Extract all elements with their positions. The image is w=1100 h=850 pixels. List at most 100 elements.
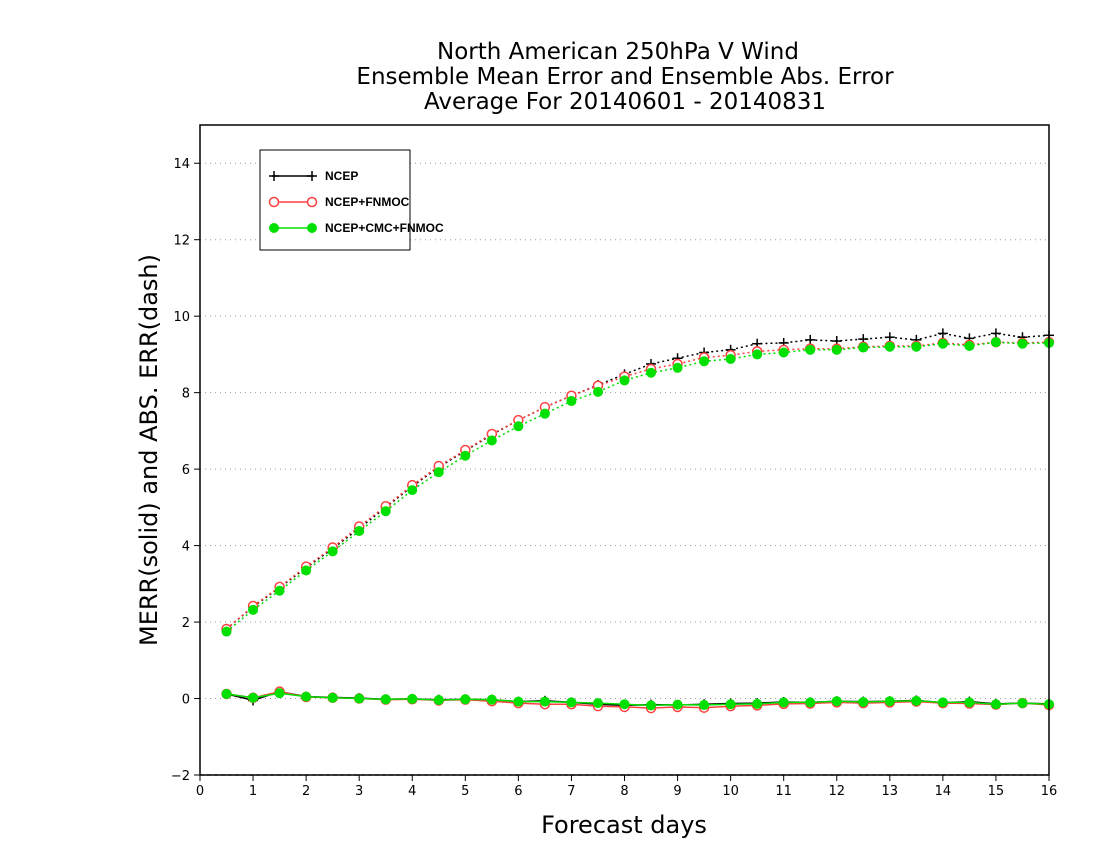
- ncep-cmc-fnmoc-merr-point: [274, 688, 285, 699]
- x-tick-label: 0: [196, 784, 204, 799]
- ncep-cmc-fnmoc-abserr-point: [486, 435, 497, 446]
- chart-title: North American 250hPa V Wind Ensemble Me…: [356, 39, 894, 115]
- ncep-cmc-fnmoc-merr-point: [911, 695, 922, 706]
- ncep-cmc-fnmoc-abserr-point: [566, 396, 577, 407]
- legend-label-ncep-cmc-fnmoc: NCEP+CMC+FNMOC: [325, 221, 444, 235]
- ncep-abserr-point: [805, 334, 816, 345]
- x-tick-label: 1: [249, 784, 257, 799]
- legend-marker-ncep: [269, 171, 279, 181]
- y-axis-label: MERR(solid) and ABS. ERR(dash): [135, 254, 163, 646]
- ncep-cmc-fnmoc-abserr-point: [301, 565, 312, 576]
- ncep-cmc-fnmoc-abserr-point: [937, 338, 948, 349]
- legend-marker-ncep-cmc-fnmoc: [269, 223, 279, 233]
- x-tick-label: 7: [567, 784, 575, 799]
- x-tick-label: 14: [935, 784, 952, 799]
- ncep-cmc-fnmoc-merr-point: [990, 699, 1001, 710]
- ncep-cmc-fnmoc-merr-line: [226, 692, 1050, 707]
- ncep-cmc-fnmoc-abserr-point: [964, 341, 975, 351]
- ncep-cmc-fnmoc-merr-point: [460, 694, 471, 705]
- ncep-cmc-fnmoc-merr-point: [646, 700, 657, 711]
- y-tick-label: 0: [182, 693, 190, 708]
- ncep-cmc-fnmoc-abserr-point: [433, 467, 444, 478]
- x-tick-label: 2: [302, 784, 310, 799]
- ncep-cmc-fnmoc-abserr-point: [380, 506, 391, 517]
- x-tick-label: 4: [408, 784, 416, 799]
- ncep-cmc-fnmoc-abserr-point: [699, 356, 710, 367]
- ncep-cmc-fnmoc-merr-point: [592, 698, 603, 709]
- ncep-cmc-fnmoc-abserr-point: [460, 450, 471, 461]
- ncep-cmc-fnmoc-merr-point: [672, 699, 683, 710]
- ncep-cmc-fnmoc-abserr-point: [752, 349, 763, 360]
- ncep-abserr-line: [226, 332, 1050, 630]
- ncep-cmc-fnmoc-abserr-point: [646, 367, 657, 378]
- ncep-cmc-fnmoc-abserr-point: [831, 344, 842, 355]
- ncep-cmc-fnmoc-merr-point: [221, 688, 232, 699]
- ncep-cmc-fnmoc-abserr-point: [274, 585, 285, 596]
- ncep-cmc-fnmoc-abserr-point: [990, 337, 1001, 348]
- ncep-cmc-fnmoc-merr-point: [301, 691, 312, 702]
- ncep-cmc-fnmoc-merr-point: [805, 697, 816, 708]
- ncep-cmc-fnmoc-merr-point: [964, 697, 975, 708]
- legend-label-ncep: NCEP: [325, 169, 358, 183]
- ncep-cmc-fnmoc-merr-point: [752, 698, 763, 709]
- ncep-cmc-fnmoc-abserr-point: [858, 342, 869, 353]
- ncep-cmc-fnmoc-merr-point: [884, 696, 895, 707]
- ncep-cmc-fnmoc-abserr-point: [884, 341, 895, 352]
- ncep-cmc-fnmoc-merr-point: [380, 694, 391, 705]
- ncep-cmc-fnmoc-abserr-point: [1017, 338, 1028, 349]
- ncep-cmc-fnmoc-abserr-point: [539, 408, 550, 419]
- ncep-cmc-fnmoc-merr-point: [513, 696, 524, 707]
- ncep-cmc-fnmoc-merr-point: [1017, 698, 1028, 709]
- x-axis-label: Forecast days: [541, 811, 707, 839]
- ncep-abserr-point: [884, 332, 895, 343]
- series-lines: [221, 328, 1055, 714]
- ncep-cmc-fnmoc-abserr-point: [248, 604, 259, 615]
- ncep-cmc-fnmoc-abserr-point: [327, 546, 338, 557]
- ncep-cmc-fnmoc-merr-point: [831, 696, 842, 707]
- legend-marker-ncep-fnmoc: [268, 196, 280, 208]
- y-tick-label: −2: [171, 769, 190, 784]
- ncep-cmc-fnmoc-merr-point: [937, 697, 948, 708]
- y-tick-label: 2: [182, 616, 190, 631]
- x-tick-label: 10: [722, 784, 739, 799]
- legend: NCEP NCEP+FNMOC NCEP+CMC+FNMOC: [259, 149, 444, 251]
- x-tick-label: 3: [355, 784, 363, 799]
- title-line-2: Ensemble Mean Error and Ensemble Abs. Er…: [356, 64, 894, 90]
- x-tick-label: 6: [514, 784, 522, 799]
- ncep-cmc-fnmoc-abserr-point: [354, 526, 365, 537]
- ncep-cmc-fnmoc-merr-point: [619, 699, 630, 710]
- y-tick-label: 14: [173, 157, 190, 172]
- ncep-cmc-fnmoc-merr-point: [433, 695, 444, 706]
- y-tick-label: 10: [173, 310, 190, 325]
- ncep-cmc-fnmoc-merr-point: [539, 696, 550, 707]
- ncep-cmc-fnmoc-merr-point: [725, 699, 736, 710]
- ncep-cmc-fnmoc-merr-point: [486, 694, 497, 705]
- x-tick-label: 13: [882, 784, 899, 799]
- y-tick-label: 4: [182, 540, 190, 555]
- ncep-fnmoc-abserr-line: [226, 341, 1050, 630]
- ncep-cmc-fnmoc-merr-point: [407, 693, 418, 704]
- ncep-cmc-fnmoc-merr-point: [699, 700, 710, 711]
- ncep-cmc-fnmoc-merr-point: [778, 697, 789, 708]
- legend-box: [259, 149, 411, 251]
- ncep-cmc-fnmoc-abserr-point: [513, 421, 524, 432]
- ncep-cmc-fnmoc-abserr-point: [619, 375, 630, 386]
- x-tick-label: 12: [828, 784, 845, 799]
- y-tick-label: 6: [182, 463, 190, 478]
- ncep-abserr-point: [990, 328, 1001, 339]
- ncep-cmc-fnmoc-abserr-point: [592, 386, 603, 397]
- ncep-cmc-fnmoc-merr-point: [248, 692, 259, 703]
- ncep-cmc-fnmoc-abserr-point: [221, 626, 232, 637]
- ncep-cmc-fnmoc-merr-point: [327, 692, 338, 703]
- ncep-cmc-fnmoc-abserr-point: [725, 354, 736, 364]
- x-tick-label: 5: [461, 784, 469, 799]
- x-tick-label: 16: [1041, 784, 1058, 799]
- title-line-1: North American 250hPa V Wind: [437, 39, 799, 65]
- ncep-cmc-fnmoc-abserr-point: [407, 485, 418, 496]
- x-tick-label: 9: [673, 784, 681, 799]
- ncep-cmc-fnmoc-abserr-point: [805, 344, 816, 355]
- ncep-cmc-fnmoc-abserr-point: [911, 341, 922, 352]
- ncep-cmc-fnmoc-abserr-point: [778, 347, 789, 358]
